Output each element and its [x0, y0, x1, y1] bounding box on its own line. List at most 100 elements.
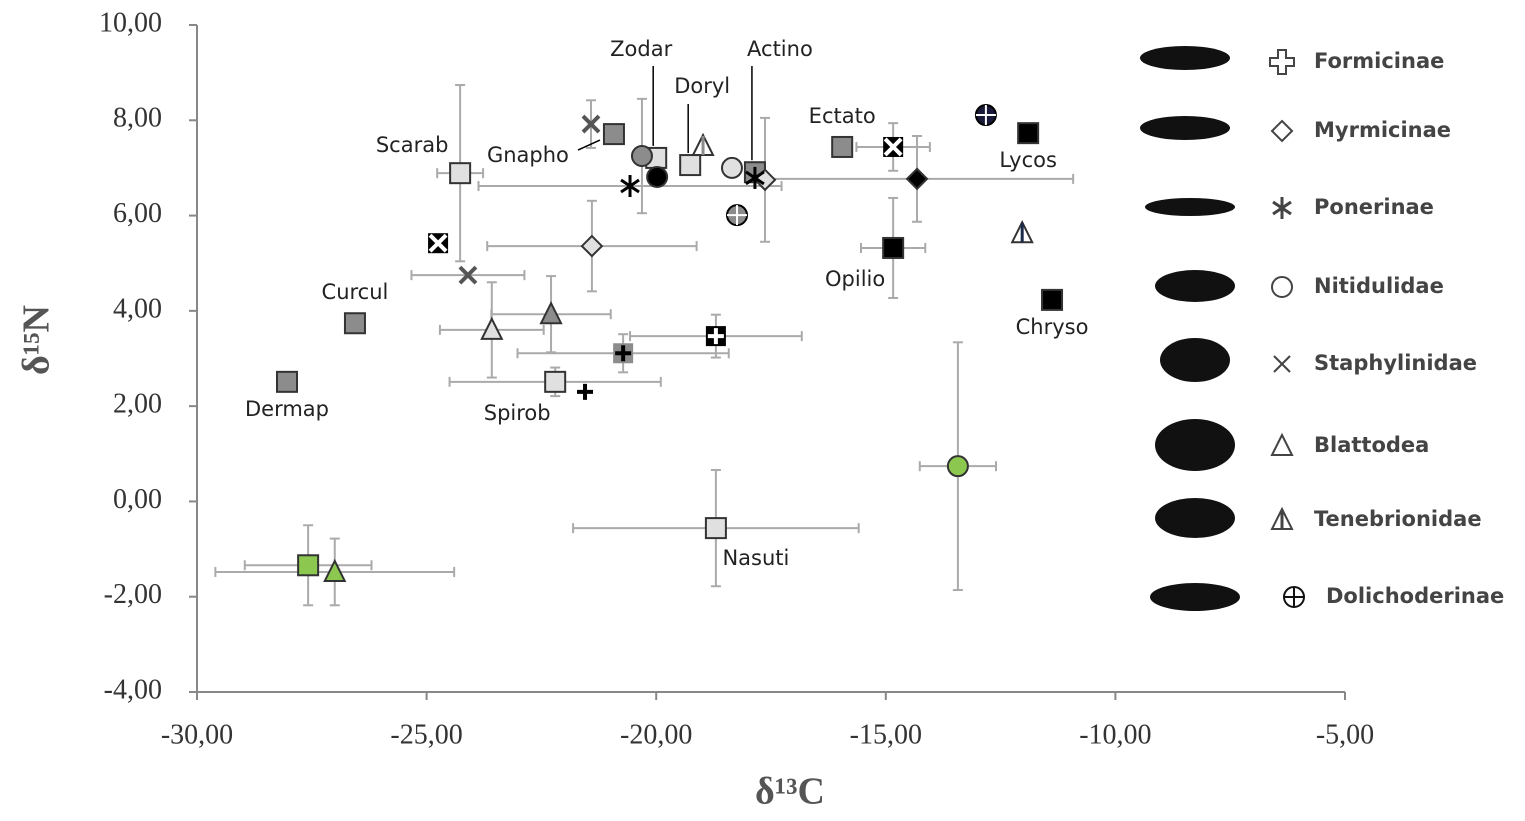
x-tick-label: -25,00	[390, 719, 462, 750]
point	[704, 517, 727, 540]
y-tick-label: 4,00	[113, 293, 162, 324]
marker-plus	[1269, 49, 1295, 75]
point	[577, 383, 594, 400]
legend-marker	[1283, 586, 1305, 608]
marker-triangle	[480, 316, 504, 340]
legend-label: Nitidulidae	[1314, 274, 1444, 298]
point	[480, 316, 504, 340]
marker-square	[544, 370, 567, 393]
marker-circle	[720, 156, 743, 179]
y-tick-label: 8,00	[113, 103, 162, 134]
point	[679, 154, 702, 177]
point	[539, 300, 563, 325]
marker-line	[1273, 355, 1291, 373]
point	[720, 156, 743, 179]
marker-line	[1272, 200, 1292, 216]
marker-triangle	[1270, 432, 1294, 456]
marker-line	[581, 114, 601, 134]
marker-square	[602, 123, 625, 146]
legend-marker	[1270, 506, 1294, 530]
marker-line	[745, 170, 765, 186]
point	[646, 165, 669, 188]
y-tick-label: -4,00	[104, 674, 162, 705]
data-label: Zodar	[610, 37, 672, 61]
point	[946, 455, 969, 478]
data-label: Nasuti	[722, 546, 789, 570]
point	[343, 312, 366, 335]
point	[745, 166, 765, 189]
marker-square	[704, 517, 727, 540]
legend-label: Ponerinae	[1314, 195, 1434, 219]
x-tick-label: -5,00	[1316, 719, 1374, 750]
marker-line	[883, 137, 903, 157]
data-label: Ectato	[809, 104, 876, 128]
data-label: Gnapho	[487, 143, 569, 167]
point	[580, 234, 604, 258]
point	[1041, 288, 1064, 311]
point	[882, 236, 905, 259]
label-arrow	[577, 139, 601, 151]
marker-square	[449, 162, 472, 185]
legend-marker	[1272, 197, 1292, 219]
point	[581, 114, 601, 134]
point	[1010, 219, 1034, 244]
marker-line	[428, 233, 448, 253]
point	[428, 233, 449, 254]
point	[449, 162, 472, 185]
data-label: Actino	[747, 37, 813, 61]
point	[544, 370, 567, 393]
point	[883, 136, 904, 157]
point	[726, 204, 749, 227]
marker-circle	[1271, 276, 1293, 298]
marker-circle	[646, 165, 669, 188]
legend-silhouettes	[1140, 46, 1240, 611]
legend-label: Myrmicinae	[1314, 118, 1451, 142]
marker-triangle	[539, 300, 563, 325]
x-tick-label: -15,00	[850, 719, 922, 750]
point	[705, 326, 726, 347]
data-label: Curcul	[322, 280, 389, 304]
y-tick-label: 6,00	[113, 198, 162, 229]
legend-label: Tenebrionidae	[1314, 507, 1482, 531]
legend-marker	[1270, 119, 1294, 143]
x-axis-title: δ¹³C	[755, 771, 825, 813]
y-tick-label: 0,00	[113, 484, 162, 515]
marker-square	[882, 236, 905, 259]
marker-triangle	[323, 558, 347, 582]
data-label: Spirob	[484, 401, 551, 425]
point	[974, 104, 997, 127]
marker-square	[679, 154, 702, 177]
point	[831, 135, 854, 158]
marker-diamond	[905, 167, 929, 191]
x-tick-label: -30,00	[161, 719, 233, 750]
marker-square	[297, 554, 320, 577]
point	[613, 343, 634, 364]
marker-circle	[946, 455, 969, 478]
marker-line	[458, 265, 478, 285]
marker-diamond	[580, 234, 604, 258]
x-tick-label: -20,00	[620, 719, 692, 750]
marker-square	[276, 370, 299, 393]
legend-label: Blattodea	[1314, 433, 1429, 457]
data-label: Dermap	[245, 397, 329, 421]
point	[602, 123, 625, 146]
y-tick-label: -2,00	[104, 579, 162, 610]
legend-marker	[1270, 432, 1294, 456]
legend-label: Dolichoderinae	[1326, 584, 1504, 608]
point	[905, 167, 929, 191]
data-label: Opilio	[825, 267, 885, 291]
legend-marker	[1269, 49, 1295, 75]
legend-marker	[1271, 276, 1293, 298]
marker-square	[343, 312, 366, 335]
y-tick-label: 2,00	[113, 389, 162, 420]
marker-circle	[630, 145, 653, 168]
legend-marker	[1273, 355, 1291, 373]
x-tick-label: -10,00	[1079, 719, 1151, 750]
point	[276, 370, 299, 393]
y-axis-title: δ¹⁵N	[16, 305, 58, 375]
point	[691, 132, 715, 157]
point	[297, 554, 320, 577]
marker-square	[831, 135, 854, 158]
marker-square	[1017, 122, 1040, 145]
